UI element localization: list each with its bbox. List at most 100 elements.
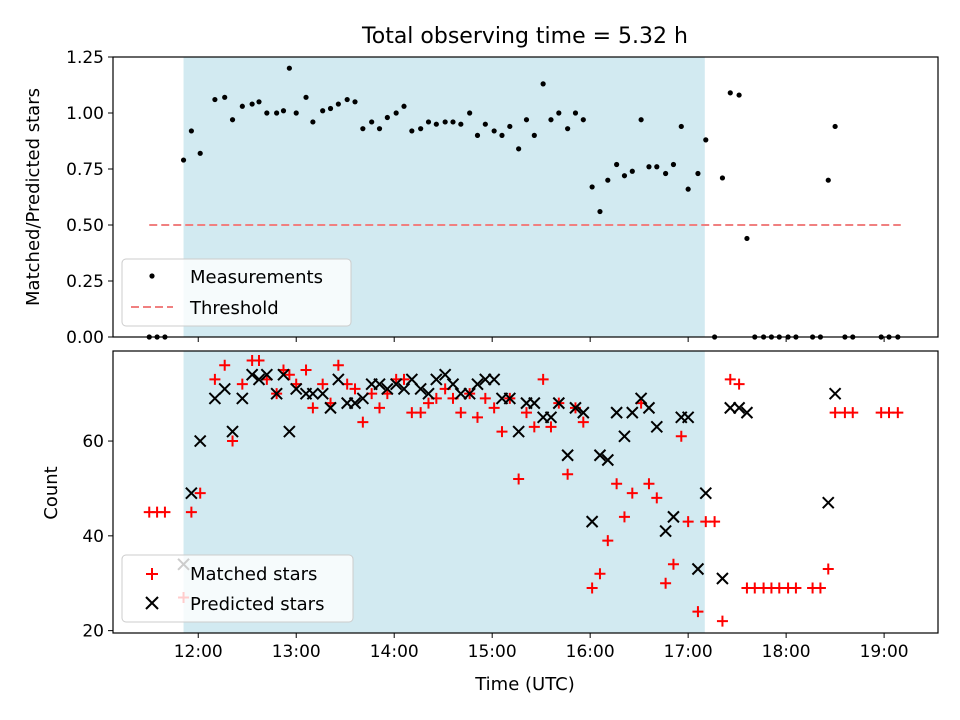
predicted-star-point	[577, 406, 590, 419]
predicted-star-point	[699, 486, 712, 500]
top-legend: Measurements Threshold	[121, 258, 352, 327]
legend-matched-label: Matched stars	[190, 564, 317, 585]
predicted-star-point	[650, 420, 664, 434]
matched-star-point	[660, 577, 672, 589]
predicted-star-point	[618, 430, 631, 443]
matched-star-point	[709, 516, 721, 528]
matched-star-point	[594, 568, 606, 580]
predicted-star-point	[245, 368, 259, 381]
matched-star-point	[253, 354, 265, 366]
measurement-point	[286, 65, 292, 71]
predicted-star-point	[503, 392, 517, 405]
predicted-star-point	[397, 382, 411, 396]
matched-star-point	[643, 478, 655, 490]
matched-star-point	[219, 359, 231, 371]
measurement-point	[703, 137, 709, 143]
predicted-star-point	[544, 411, 558, 424]
bottom-legend: Matched stars Predicted stars	[121, 554, 354, 623]
measurement-point	[556, 110, 562, 116]
matched-star-point	[520, 407, 532, 419]
measurement-point	[744, 235, 750, 242]
predicted-star-point	[593, 449, 607, 462]
matched-star-point	[307, 402, 319, 414]
bottom-x-tick-label: 14:00	[370, 642, 419, 662]
predicted-star-point	[290, 382, 303, 396]
predicted-star-point	[479, 373, 492, 386]
legend-measurements-label: Measurements	[190, 267, 323, 288]
predicted-star-point	[252, 373, 266, 386]
measurement-point	[274, 110, 280, 116]
matched-star-point	[577, 416, 589, 428]
measurement-point	[212, 96, 218, 103]
measurement-point	[654, 164, 660, 170]
matched-star-point	[716, 615, 728, 627]
matched-star-point	[675, 430, 687, 442]
matched-star-point	[209, 373, 221, 385]
top-legend-box	[121, 258, 352, 327]
measurement-point	[548, 117, 554, 123]
matched-star-point	[537, 373, 549, 385]
matched-star-point	[349, 383, 361, 395]
measurement-point	[369, 119, 375, 125]
matched-star-point	[374, 402, 386, 414]
measurement-point	[409, 128, 415, 134]
measurement-point	[482, 121, 488, 127]
predicted-star-point	[552, 396, 566, 410]
predicted-star-point	[601, 453, 615, 467]
measurement-point	[491, 128, 497, 134]
bottom-y-tick-label: 60	[82, 432, 104, 452]
measurement-point	[523, 117, 530, 123]
predicted-star-point	[373, 377, 386, 391]
measurement-point	[352, 99, 358, 105]
chart-title: Total observing time = 5.32 h	[361, 24, 688, 49]
measurement-point	[344, 96, 350, 103]
predicted-star-point	[610, 406, 623, 419]
legend-measurements-marker	[149, 273, 155, 279]
predicted-star-point	[356, 392, 370, 405]
matched-star-point	[455, 407, 467, 419]
predicted-star-point	[659, 524, 672, 538]
matched-star-point	[479, 392, 491, 404]
measurement-point	[310, 119, 316, 125]
predicted-star-point	[270, 387, 283, 400]
predicted-star-point	[277, 368, 290, 381]
top-y-tick-label: 0.75	[66, 160, 104, 180]
measurement-point	[239, 103, 245, 109]
matched-star-point	[227, 435, 239, 447]
measurement-point	[614, 161, 620, 168]
top-plot-frame	[112, 56, 939, 338]
measurement-point	[629, 168, 635, 174]
legend-threshold-label: Threshold	[189, 298, 279, 319]
predicted-star-point	[569, 401, 582, 415]
bottom-plot-frame	[112, 350, 939, 634]
measurement-point	[418, 126, 424, 132]
predicted-star-point	[512, 425, 525, 438]
predicted-star-point	[414, 382, 427, 396]
measurement-point	[638, 117, 644, 123]
legend-matched-marker	[146, 568, 158, 580]
measurement-point	[597, 208, 603, 215]
top-x-ticks	[197, 337, 885, 342]
bottom-y-axis-label: Count	[41, 466, 62, 519]
matched-star-point	[790, 582, 802, 594]
predicted-star-point	[193, 434, 207, 448]
predicted-star-point	[471, 377, 484, 391]
bottom-x-tick-label: 12:00	[174, 642, 223, 662]
bottom-x-tick-label: 17:00	[664, 642, 713, 662]
measurement-point	[621, 173, 628, 179]
predicted-star-point	[634, 392, 648, 405]
measurement-point	[264, 110, 270, 116]
predicted-star-point	[283, 425, 296, 438]
measurement-point	[663, 170, 669, 177]
measurement-point	[442, 119, 448, 125]
measurement-point	[458, 121, 464, 127]
matched-star-point	[332, 359, 344, 371]
matched-star-point	[667, 558, 679, 570]
measurement-point	[450, 119, 456, 125]
bottom-x-tick-label: 13:00	[272, 642, 321, 662]
predicted-star-point	[218, 382, 231, 396]
predicted-star-point	[316, 387, 329, 400]
bottom-x-tick-label: 18:00	[762, 642, 811, 662]
top-y-tick-label: 0.25	[66, 272, 104, 292]
predicted-star-point	[561, 449, 574, 462]
